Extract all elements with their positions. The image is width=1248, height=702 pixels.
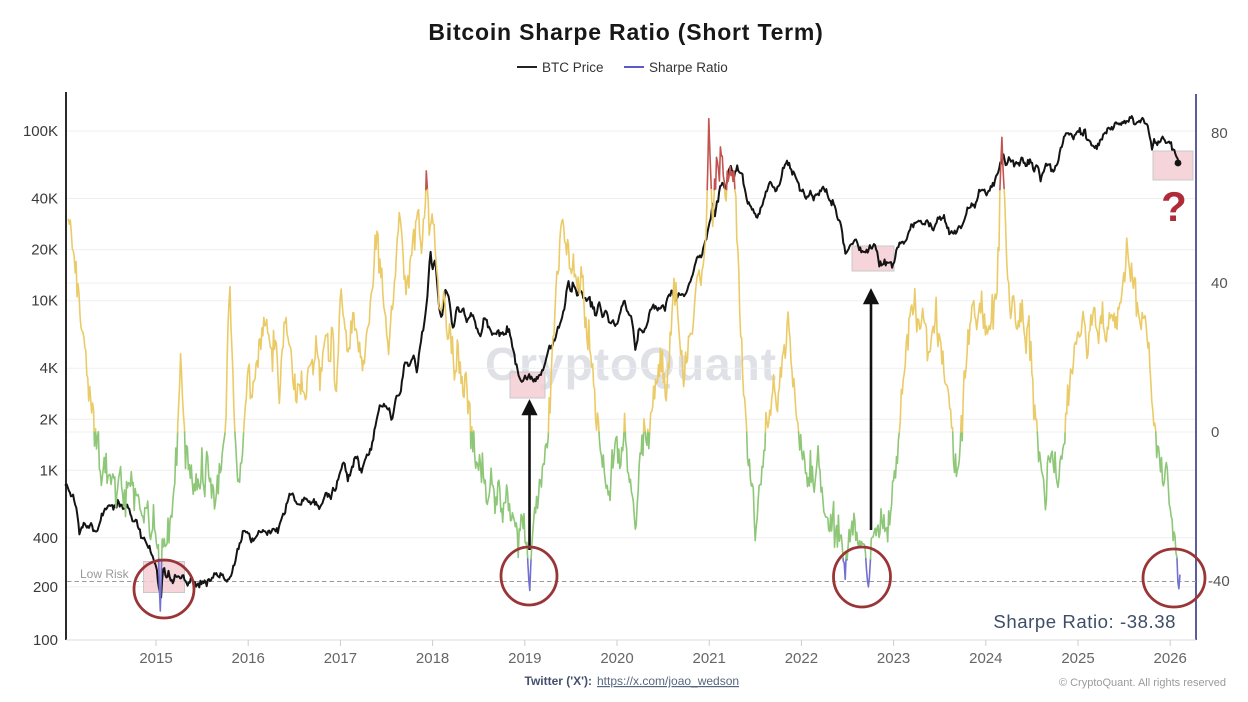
svg-text:10K: 10K: [31, 293, 58, 310]
svg-text:https://x.com/joao_wedson: https://x.com/joao_wedson: [597, 674, 739, 688]
svg-text:100K: 100K: [23, 123, 58, 140]
svg-text:BTC Price: BTC Price: [542, 60, 604, 75]
svg-text:Sharpe Ratio: Sharpe Ratio: [649, 60, 728, 75]
svg-text:2023: 2023: [877, 650, 910, 667]
svg-text:2019: 2019: [508, 650, 541, 667]
svg-text:?: ?: [1161, 183, 1187, 230]
svg-text:2026: 2026: [1154, 650, 1187, 667]
svg-text:2015: 2015: [139, 650, 172, 667]
svg-text:200: 200: [33, 579, 58, 596]
svg-text:2025: 2025: [1061, 650, 1094, 667]
svg-text:2024: 2024: [969, 650, 1002, 667]
svg-text:2016: 2016: [232, 650, 265, 667]
svg-text:4K: 4K: [40, 360, 58, 377]
svg-text:100: 100: [33, 632, 58, 649]
svg-text:2022: 2022: [785, 650, 818, 667]
svg-text:2021: 2021: [693, 650, 726, 667]
svg-text:2K: 2K: [40, 411, 58, 428]
svg-text:Low Risk: Low Risk: [80, 567, 130, 581]
svg-text:Bitcoin Sharpe Ratio (Short Te: Bitcoin Sharpe Ratio (Short Term): [428, 19, 823, 45]
svg-text:1K: 1K: [40, 462, 58, 479]
svg-text:400: 400: [33, 530, 58, 547]
svg-text:© CryptoQuant. All rights rese: © CryptoQuant. All rights reserved: [1059, 677, 1226, 689]
svg-text:2017: 2017: [324, 650, 357, 667]
svg-text:0: 0: [1211, 424, 1219, 441]
svg-text:Sharpe Ratio: -38.38: Sharpe Ratio: -38.38: [993, 611, 1176, 632]
svg-text:Twitter ('X'):: Twitter ('X'):: [525, 674, 592, 688]
svg-text:40: 40: [1211, 275, 1228, 292]
svg-text:-40: -40: [1208, 573, 1230, 590]
svg-text:80: 80: [1211, 125, 1228, 142]
svg-text:20K: 20K: [31, 242, 58, 259]
svg-text:2020: 2020: [600, 650, 633, 667]
svg-text:2018: 2018: [416, 650, 449, 667]
svg-text:40K: 40K: [31, 191, 58, 208]
